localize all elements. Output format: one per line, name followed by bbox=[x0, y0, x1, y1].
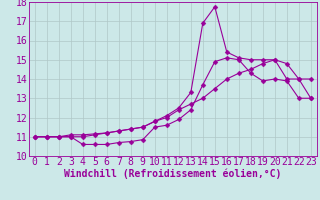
X-axis label: Windchill (Refroidissement éolien,°C): Windchill (Refroidissement éolien,°C) bbox=[64, 169, 282, 179]
